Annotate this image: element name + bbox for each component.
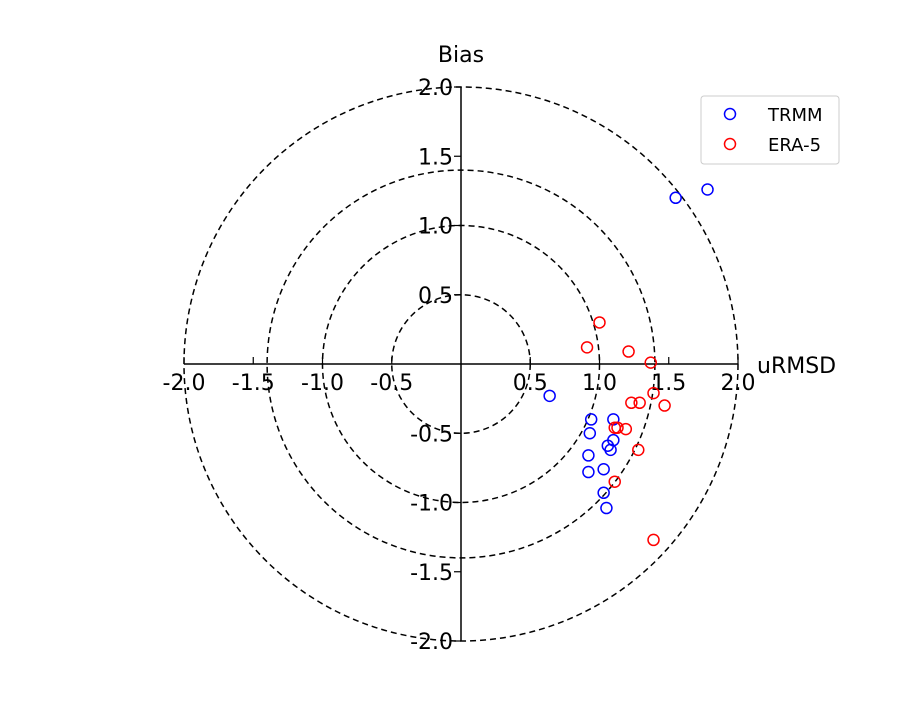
data-point [580, 341, 594, 354]
x-tick-label: -0.5 [370, 371, 413, 396]
data-point [600, 501, 613, 515]
x-tick-label: 2.0 [721, 371, 756, 396]
x-tick-label: 1.0 [582, 371, 617, 396]
data-point [582, 465, 595, 479]
data-point [632, 443, 645, 457]
data-points [543, 183, 714, 547]
data-point [597, 486, 610, 500]
legend: TRMM ERA-5 [700, 95, 840, 165]
x-tick-label: -1.0 [301, 371, 344, 396]
data-point [593, 316, 606, 329]
data-point [543, 389, 556, 403]
data-point [669, 191, 682, 205]
legend-label: TRMM [767, 105, 823, 126]
legend-marker [723, 137, 737, 151]
y-tick-label: 0.5 [418, 284, 453, 309]
data-point [644, 356, 657, 369]
data-point [608, 475, 621, 488]
y-tick-label: 2.0 [418, 76, 453, 101]
data-point [583, 427, 597, 440]
y-axis-label: Bias [438, 43, 484, 68]
data-point [625, 396, 638, 410]
legend-label: ERA-5 [768, 135, 821, 156]
x-tick-label: -2.0 [163, 371, 206, 396]
y-tick-label: -1.0 [410, 492, 453, 517]
data-point [647, 386, 660, 400]
x-tick-label: 0.5 [513, 371, 548, 396]
data-point [584, 413, 598, 426]
x-tick-label: 1.5 [651, 371, 686, 396]
data-point [611, 421, 624, 434]
y-tick-label: 1.0 [418, 215, 453, 240]
data-point [622, 345, 635, 358]
data-point [633, 396, 646, 410]
data-point [582, 449, 595, 462]
data-point [597, 463, 610, 476]
data-point [604, 443, 617, 457]
axis-ticks: -2.0 -1.5 -1.0 -0.5 0.5 1.0 1.5 2.0 2.0 1.5 1.0 0.5… [163, 76, 756, 655]
x-tick-label: -1.5 [232, 371, 275, 396]
data-point [608, 421, 621, 434]
data-point [619, 422, 633, 436]
y-tick-label: -2.0 [410, 630, 453, 655]
y-tick-label: -1.5 [410, 561, 453, 586]
legend-marker [723, 107, 737, 121]
y-tick-label: -0.5 [410, 422, 453, 447]
data-point [701, 183, 714, 196]
data-point [658, 399, 671, 412]
y-tick-label: 1.5 [418, 145, 453, 170]
data-point [647, 533, 660, 547]
x-axis-label: uRMSD [757, 354, 836, 379]
